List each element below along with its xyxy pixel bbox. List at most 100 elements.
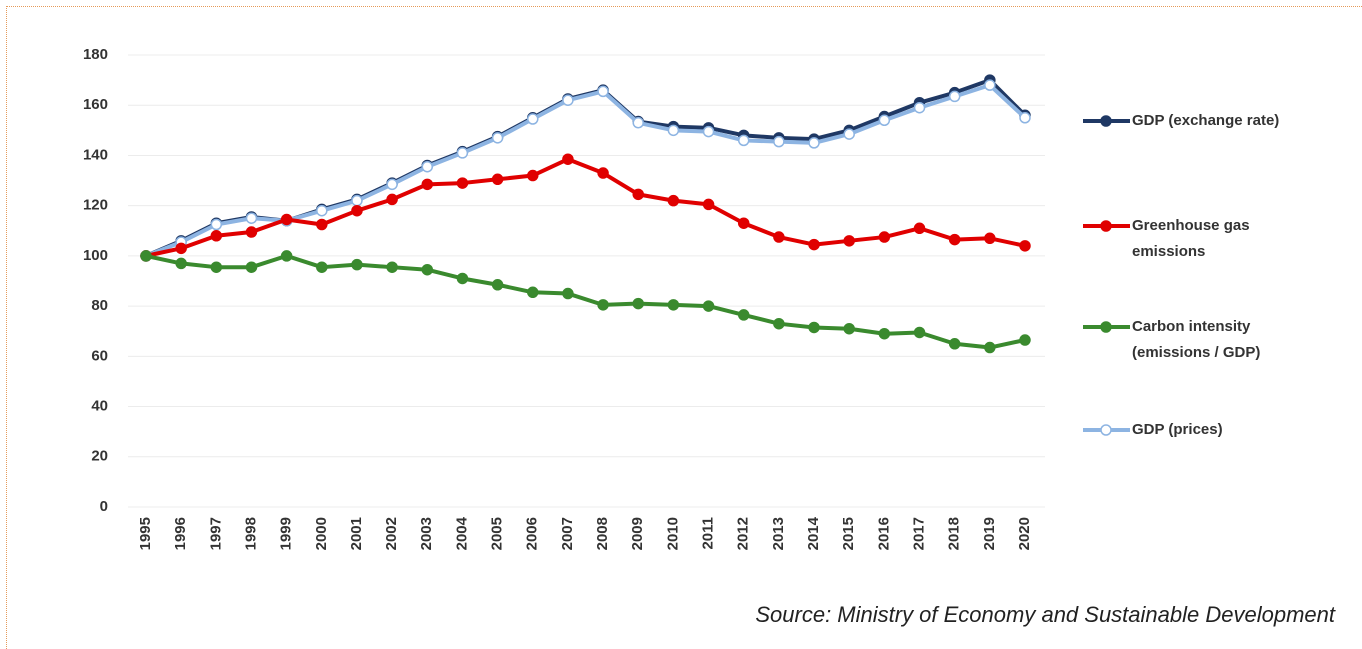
data-point <box>386 261 398 273</box>
y-tick-label: 120 <box>83 197 108 214</box>
data-point <box>140 250 152 262</box>
data-point <box>316 204 328 217</box>
data-point <box>737 217 750 229</box>
series-line <box>145 253 1026 350</box>
data-point <box>386 193 398 206</box>
data-point <box>632 188 644 201</box>
data-point <box>491 132 504 144</box>
data-point <box>562 153 574 165</box>
y-tick-label: 160 <box>83 96 108 113</box>
data-point <box>667 194 680 207</box>
data-point <box>456 177 469 189</box>
data-point <box>984 232 996 245</box>
data-point <box>773 317 785 330</box>
x-tick-label: 2003 <box>418 517 435 550</box>
x-tick-label: 1995 <box>137 517 154 550</box>
y-tick-label: 60 <box>91 347 108 364</box>
x-tick-label: 2014 <box>805 516 822 550</box>
x-tick-label: 1996 <box>172 517 189 550</box>
data-point <box>210 261 223 273</box>
data-point <box>773 231 785 243</box>
source-note: Source: Ministry of Economy and Sustaina… <box>755 602 1335 627</box>
data-point <box>948 90 961 103</box>
data-point <box>702 125 715 138</box>
data-point <box>702 300 715 312</box>
data-point <box>1019 240 1031 252</box>
data-point <box>843 322 855 335</box>
y-tick-label: 140 <box>83 146 108 163</box>
y-tick-label: 80 <box>91 297 108 314</box>
data-point <box>667 299 680 311</box>
data-point <box>737 309 750 321</box>
data-point <box>175 242 187 255</box>
legend-marker <box>1100 115 1112 127</box>
data-point <box>316 218 328 231</box>
x-tick-label: 2018 <box>946 517 963 550</box>
data-point <box>843 128 855 140</box>
data-point <box>948 338 961 350</box>
x-tick-label: 2015 <box>840 517 857 550</box>
legend-marker <box>1100 424 1112 436</box>
data-point <box>245 226 258 238</box>
x-tick-label: 2011 <box>700 517 717 550</box>
x-tick-label: 2005 <box>489 517 506 550</box>
data-point <box>386 178 398 191</box>
data-point <box>351 204 363 217</box>
legend-swatch <box>1083 115 1130 127</box>
legend-swatch <box>1083 424 1130 436</box>
data-point <box>597 167 609 179</box>
y-tick-label: 0 <box>100 498 108 515</box>
y-tick-label: 20 <box>91 448 108 465</box>
data-point <box>808 238 820 251</box>
x-tick-label: 2016 <box>875 517 892 550</box>
x-tick-label: 2002 <box>383 517 400 550</box>
legend-item: GDP (exchange rate) <box>1080 108 1297 134</box>
legend-item: GDP (prices) <box>1080 417 1297 443</box>
legend-label: GDP (exchange rate) <box>1132 112 1280 129</box>
data-point <box>737 134 750 147</box>
legend-label: GDP (prices) <box>1132 421 1223 438</box>
data-point <box>878 231 891 243</box>
x-tick-label: 2007 <box>559 517 576 550</box>
legend-label: Carbon intensity (emissions / GDP) <box>1132 318 1261 361</box>
x-tick-label: 1999 <box>278 517 295 550</box>
data-point <box>667 124 680 137</box>
data-point <box>421 178 434 191</box>
data-point <box>913 101 926 114</box>
data-point <box>316 261 328 273</box>
legend-item: Greenhouse gas emissions <box>1080 213 1297 265</box>
legend-swatch <box>1083 220 1130 232</box>
series-line <box>145 83 1027 258</box>
x-tick-label: 2004 <box>453 516 470 550</box>
data-point <box>773 135 785 148</box>
y-tick-label: 180 <box>83 46 108 63</box>
data-point <box>632 117 644 129</box>
data-point <box>351 194 363 207</box>
x-tick-label: 2013 <box>770 517 787 550</box>
data-point <box>456 147 469 159</box>
data-point <box>1019 112 1031 124</box>
x-tick-label: 1998 <box>242 517 259 550</box>
legend-swatch <box>1083 321 1130 333</box>
legend-label: Greenhouse gas emissions <box>1132 217 1250 260</box>
data-point <box>527 286 539 299</box>
data-point <box>280 213 293 226</box>
x-tick-label: 2019 <box>981 517 998 550</box>
data-point <box>562 287 574 300</box>
data-point <box>632 297 644 310</box>
data-point <box>351 258 363 271</box>
data-point <box>491 279 504 291</box>
x-tick-label: 2001 <box>348 517 365 550</box>
x-tick-label: 2008 <box>594 517 611 550</box>
data-point <box>527 113 539 125</box>
x-tick-label: 2012 <box>735 517 752 550</box>
data-point <box>1019 334 1031 346</box>
legend-item: Carbon intensity (emissions / GDP) <box>1080 314 1297 366</box>
data-point <box>984 341 996 354</box>
legend-marker <box>1100 220 1112 232</box>
data-point <box>280 250 293 262</box>
series-line <box>145 157 1026 258</box>
data-point <box>245 261 258 273</box>
